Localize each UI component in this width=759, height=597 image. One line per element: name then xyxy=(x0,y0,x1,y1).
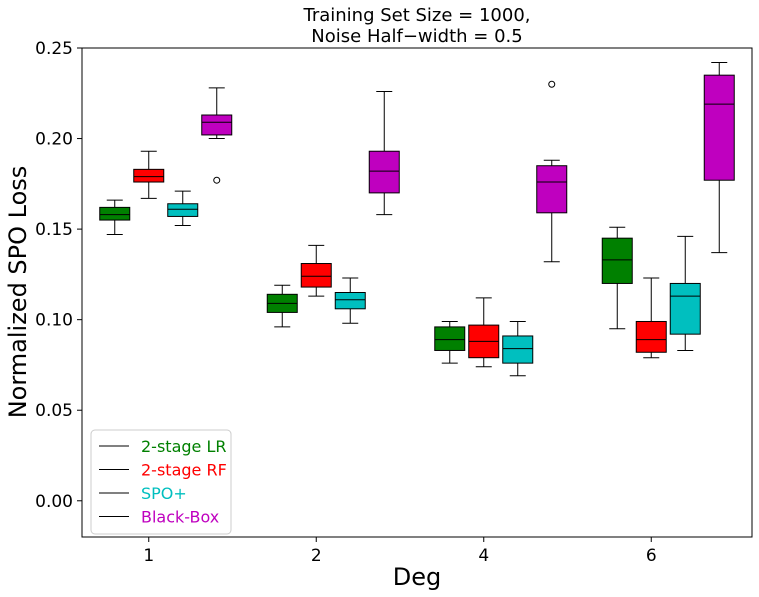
y-tick-label: 0.15 xyxy=(35,220,73,240)
chart-title-line-2: Noise Half−width = 0.5 xyxy=(311,26,522,47)
box xyxy=(99,206,131,221)
box xyxy=(167,203,199,217)
box xyxy=(434,326,466,351)
y-tick-label: 0.20 xyxy=(35,130,73,150)
y-axis-label: Normalized SPO Loss xyxy=(4,166,32,419)
legend-frame xyxy=(90,429,232,535)
box xyxy=(201,114,233,136)
legend-label: 2-stage LR xyxy=(141,437,226,456)
chart-title-line-1: Training Set Size = 1000, xyxy=(302,5,530,26)
x-tick-label: 1 xyxy=(143,546,154,566)
x-tick-label: 6 xyxy=(646,546,657,566)
legend-label: SPO+ xyxy=(141,484,187,503)
legend-label: 2-stage RF xyxy=(141,461,227,480)
box xyxy=(368,150,400,194)
x-axis-label: Deg xyxy=(393,563,441,591)
box xyxy=(300,263,332,288)
box xyxy=(536,165,568,214)
box xyxy=(133,168,165,183)
y-tick-label: 0.05 xyxy=(35,401,73,421)
box xyxy=(669,282,701,335)
legend-label: Black-Box xyxy=(141,508,219,527)
box xyxy=(334,292,366,310)
box xyxy=(502,335,534,364)
box xyxy=(601,237,633,284)
y-tick-label: 0.10 xyxy=(35,311,73,331)
plot-area: 0.00 0.05 0.10 0.15 0.20 0.25 1 2 4 6 xyxy=(35,39,753,566)
y-tick-label: 0.00 xyxy=(35,492,73,512)
outlier-point xyxy=(213,176,221,184)
plot-frame xyxy=(81,47,753,538)
y-tick-label: 0.25 xyxy=(35,39,73,59)
box xyxy=(635,320,667,353)
box xyxy=(703,74,735,181)
x-tick-label: 2 xyxy=(311,546,322,566)
outlier-point xyxy=(548,80,556,88)
x-tick-label: 4 xyxy=(478,546,489,566)
legend: 2-stage LR 2-stage RF SPO+ Black-Box xyxy=(90,429,232,535)
